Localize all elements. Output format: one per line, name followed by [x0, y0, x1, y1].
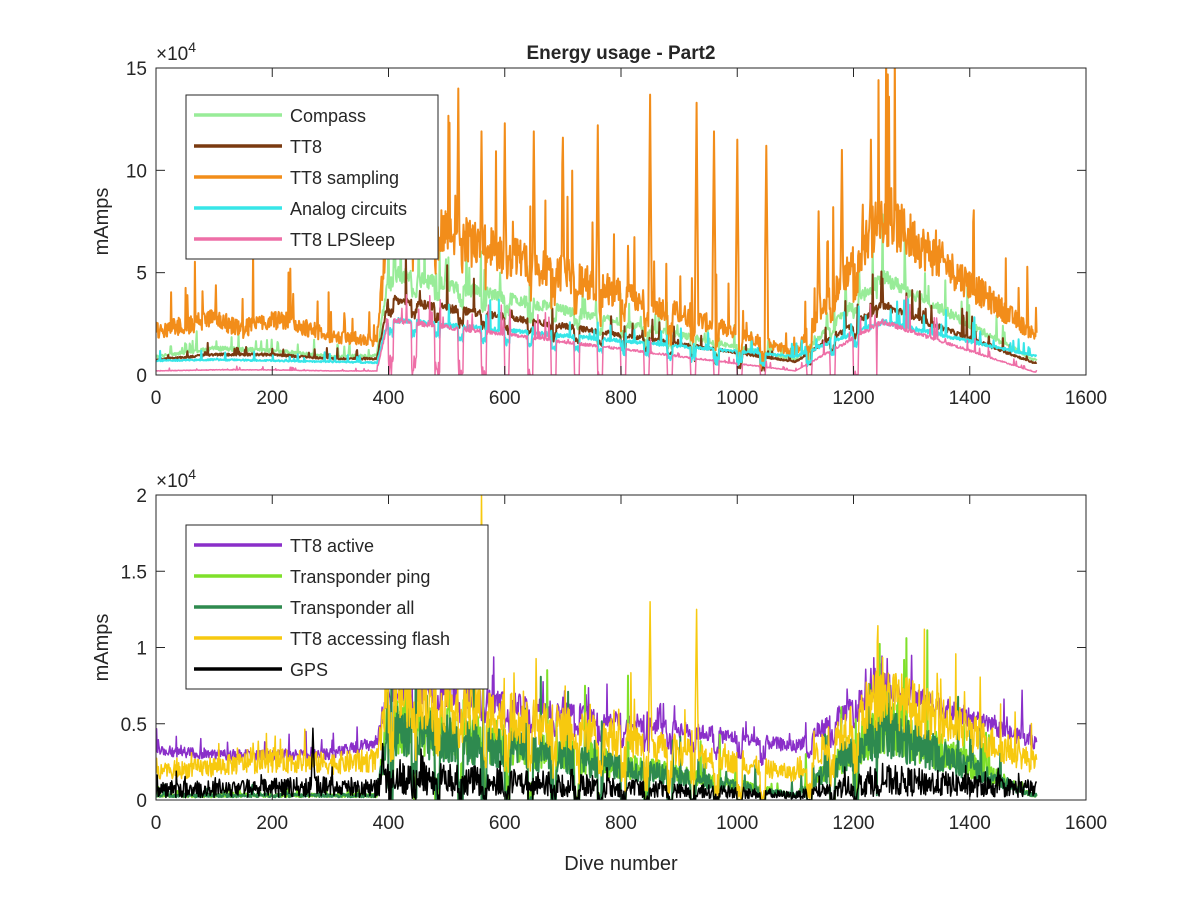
x-tick-label: 200	[256, 813, 288, 834]
x-tick-label: 600	[489, 388, 521, 409]
legend-label: Transponder all	[290, 598, 414, 618]
legend-label: TT8 sampling	[290, 168, 399, 188]
y-exponent-label: ×104	[156, 466, 196, 492]
x-tick-label: 0	[151, 813, 162, 834]
legend: Compass TT8 TT8 sampling Analog circuits TT8…	[185, 94, 439, 260]
series-line	[156, 727, 1038, 800]
y-tick-label: 0	[136, 791, 147, 812]
legend: TT8 active Transponder ping Transponder al…	[185, 524, 489, 690]
series-layer	[156, 495, 1038, 800]
y-exponent-power: 4	[188, 466, 196, 482]
x-tick-label: 1200	[832, 813, 874, 834]
y-tick-label: 5	[136, 264, 147, 285]
y-tick-label: 1	[136, 639, 147, 660]
x-tick-label: 600	[489, 813, 521, 834]
x-tick-label: 1200	[832, 388, 874, 409]
top-axes: 0 200 400 600 800 1000 1200 1400 1600 0 5 10 15 ×104 E…	[91, 39, 1107, 409]
series-layer	[156, 68, 1038, 375]
bottom-axes: 0 200 400 600 800 1000 1200 1400 1600 0 0.5 1 1.5 2 ×1…	[91, 466, 1107, 875]
x-tick-label: 0	[151, 388, 162, 409]
legend-label: Transponder ping	[290, 567, 430, 587]
x-tick-label: 200	[256, 388, 288, 409]
legend-label: Analog circuits	[290, 199, 407, 219]
y-exponent-power: 4	[188, 39, 196, 55]
y-tick-label: 2	[136, 486, 147, 507]
x-tick-label: 800	[605, 388, 637, 409]
y-axis-label: mAmps	[91, 614, 113, 682]
x-tick-label: 1400	[949, 813, 991, 834]
legend-label: GPS	[290, 660, 328, 680]
series-line	[156, 293, 1038, 375]
legend-label: TT8 LPSleep	[290, 230, 395, 250]
x-tick-label: 1600	[1065, 388, 1107, 409]
x-tick-label: 1000	[716, 813, 758, 834]
y-tick-label: 15	[126, 59, 147, 80]
series-line	[156, 213, 1038, 369]
x-tick-label: 1000	[716, 388, 758, 409]
x-tick-label: 400	[373, 388, 405, 409]
x-tick-label: 400	[373, 813, 405, 834]
legend-label: TT8 active	[290, 536, 374, 556]
x-axis-label: Dive number	[564, 853, 678, 875]
legend-label: Compass	[290, 106, 366, 126]
y-tick-label: 10	[126, 161, 147, 182]
x-tick-label: 1400	[949, 388, 991, 409]
legend-box	[185, 94, 439, 260]
y-exponent-label: ×104	[156, 39, 196, 65]
x-tick-label: 800	[605, 813, 637, 834]
y-axis-label: mAmps	[91, 188, 113, 256]
y-tick-label: 0.5	[121, 715, 147, 736]
series-line	[156, 495, 1038, 800]
legend-label: TT8	[290, 137, 322, 157]
y-tick-label: 1.5	[121, 562, 147, 583]
chart-title: Energy usage - Part2	[526, 43, 715, 64]
series-line	[156, 68, 1038, 371]
x-tick-label: 1600	[1065, 813, 1107, 834]
y-tick-label: 0	[136, 366, 147, 387]
series-line	[156, 250, 1038, 372]
legend-label: TT8 accessing flash	[290, 629, 450, 649]
